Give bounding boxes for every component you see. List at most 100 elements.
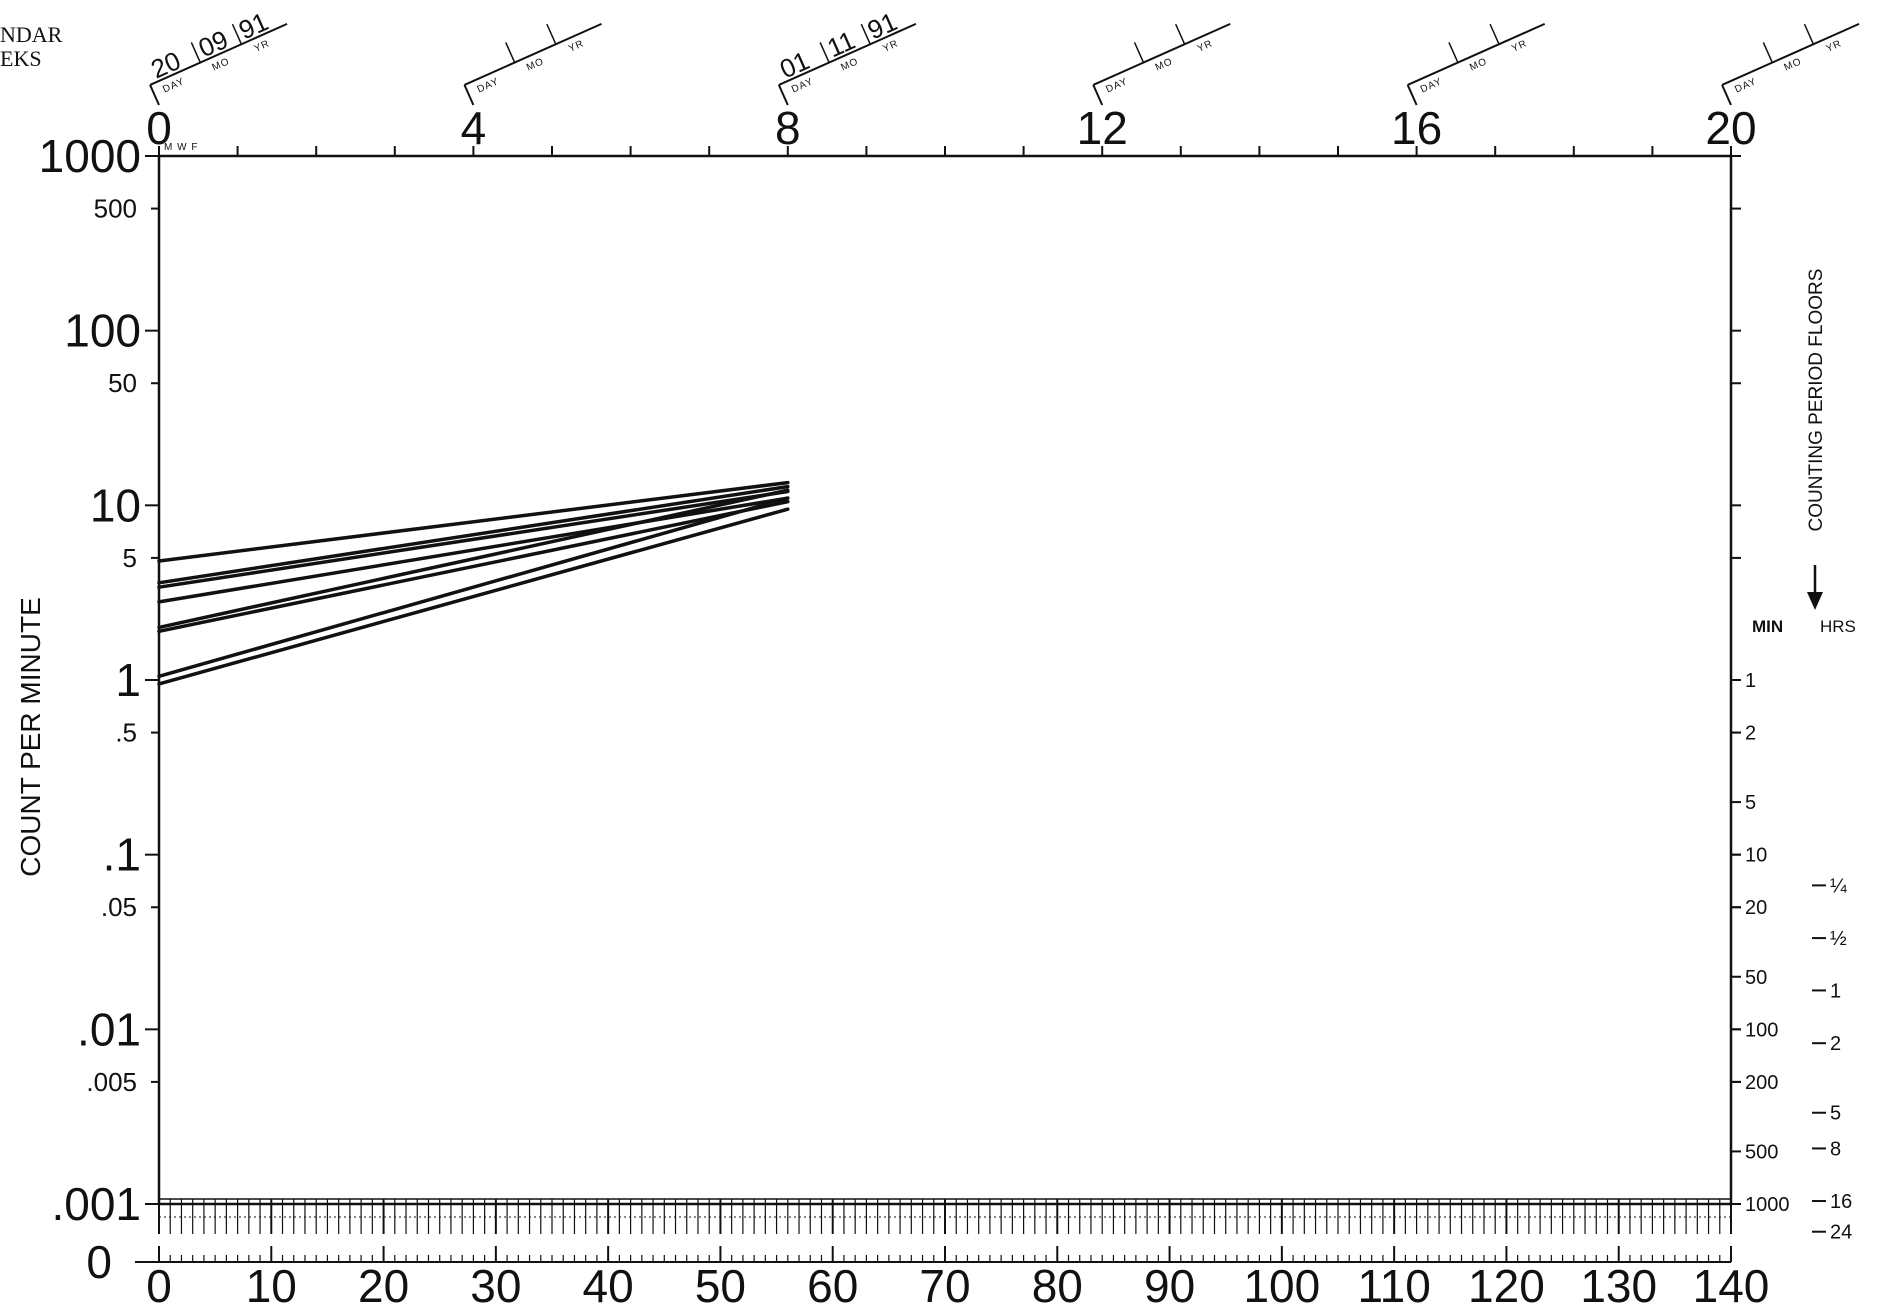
y-tick-label-major: 1 bbox=[115, 654, 141, 706]
date-box-label-yr: YR bbox=[567, 38, 586, 55]
x-tick-label: 120 bbox=[1468, 1260, 1545, 1306]
week-tick-label: 8 bbox=[775, 102, 801, 154]
hrs-label: ¼ bbox=[1830, 875, 1847, 897]
right-axis: 1 2 5 10 20 50 100 200 500 1000 ¼ ½ 1 2 5 8 16 24 bbox=[1731, 670, 1852, 1244]
series-line bbox=[157, 499, 790, 634]
min-label: 100 bbox=[1745, 1019, 1778, 1041]
y-tick-label-major: .1 bbox=[103, 829, 141, 881]
date-box-stem bbox=[149, 84, 160, 106]
series-line bbox=[157, 489, 790, 589]
right-axis-min-header: MIN bbox=[1752, 617, 1783, 636]
date-box-divider bbox=[190, 42, 201, 63]
hrs-label: 2 bbox=[1830, 1033, 1841, 1055]
daily-tick-band bbox=[158, 1198, 1732, 1262]
date-box-divider bbox=[860, 23, 871, 45]
x-tick-label: 70 bbox=[919, 1260, 970, 1306]
min-label: 20 bbox=[1745, 897, 1767, 919]
min-label: 500 bbox=[1745, 1141, 1778, 1163]
date-box-label-yr: YR bbox=[1196, 38, 1215, 55]
date-box-baseline bbox=[1721, 22, 1860, 86]
series-line bbox=[157, 496, 790, 679]
date-box-label-mo: MO bbox=[1468, 56, 1489, 73]
date-box-baseline bbox=[149, 22, 288, 86]
date-box-divider bbox=[1803, 23, 1815, 45]
min-label: 200 bbox=[1745, 1072, 1778, 1094]
right-axis-title: COUNTING PERIOD FLOORS bbox=[1806, 269, 1827, 532]
y-tick-label-major: .01 bbox=[77, 1003, 141, 1055]
date-box-label-yr: YR bbox=[1825, 38, 1844, 55]
x-tick-label: 40 bbox=[583, 1260, 634, 1306]
y-tick-label-major: 1000 bbox=[39, 130, 141, 182]
date-box-baseline bbox=[1092, 22, 1231, 86]
series-line bbox=[157, 484, 790, 585]
right-axis-arrow-head bbox=[1807, 592, 1823, 610]
x-tick-label: 30 bbox=[470, 1260, 521, 1306]
date-box-divider bbox=[1762, 42, 1773, 63]
series-line bbox=[157, 488, 790, 630]
hrs-label: 1 bbox=[1830, 980, 1841, 1002]
date-box-label-mo: MO bbox=[1154, 56, 1175, 73]
hrs-label: 5 bbox=[1830, 1103, 1841, 1125]
date-box-divider bbox=[231, 23, 243, 45]
y-axis-title: COUNT PER MINUTE bbox=[15, 597, 46, 877]
min-label: 2 bbox=[1745, 723, 1756, 745]
date-box-stem bbox=[1406, 84, 1418, 106]
y-tick-label-minor: 5 bbox=[123, 543, 137, 573]
x-tick-label: 20 bbox=[358, 1260, 409, 1306]
series-line bbox=[157, 496, 790, 604]
hrs-label: 8 bbox=[1830, 1138, 1841, 1160]
date-box-label-mo: MO bbox=[525, 56, 546, 73]
series-line bbox=[157, 480, 790, 563]
min-label: 5 bbox=[1745, 792, 1756, 814]
hrs-label: 16 bbox=[1830, 1191, 1852, 1213]
date-box-divider bbox=[546, 23, 557, 45]
week-tick-label: 16 bbox=[1391, 102, 1442, 154]
x-tick-label: 80 bbox=[1032, 1260, 1083, 1306]
date-box-baseline bbox=[1407, 22, 1546, 86]
day-marker-label: M W F bbox=[164, 142, 198, 153]
header-line-2: EKS bbox=[0, 46, 42, 71]
y-tick-label-minor: 50 bbox=[108, 368, 137, 398]
y-tick-label-minor: .05 bbox=[101, 892, 137, 922]
date-box-divider bbox=[1174, 23, 1186, 45]
x-tick-label: 50 bbox=[695, 1260, 746, 1306]
y-tick-label-major: .001 bbox=[51, 1178, 141, 1230]
min-label: 50 bbox=[1745, 967, 1767, 989]
x-tick-label: 140 bbox=[1693, 1260, 1770, 1306]
date-box-stem bbox=[777, 84, 789, 106]
min-label: 1000 bbox=[1745, 1194, 1790, 1216]
x-tick-label: 60 bbox=[807, 1260, 858, 1306]
week-tick-label: 20 bbox=[1705, 102, 1756, 154]
series-layer bbox=[157, 480, 790, 686]
hrs-label: 24 bbox=[1830, 1222, 1852, 1244]
date-box-divider bbox=[1489, 23, 1500, 45]
x-tick-label: 130 bbox=[1580, 1260, 1657, 1306]
y-zero-label: 0 bbox=[86, 1236, 112, 1288]
x-tick-label: 110 bbox=[1357, 1260, 1430, 1306]
date-box-divider bbox=[1133, 42, 1145, 63]
date-box-label-yr: YR bbox=[1510, 38, 1529, 55]
x-tick-label: 0 bbox=[146, 1260, 172, 1306]
week-tick-label: 12 bbox=[1077, 102, 1128, 154]
x-tick-label: 10 bbox=[246, 1260, 297, 1306]
min-label: 10 bbox=[1745, 845, 1767, 867]
y-tick-label-major: 100 bbox=[64, 305, 141, 357]
date-box-baseline bbox=[778, 22, 917, 86]
y-tick-label-minor: 500 bbox=[94, 194, 137, 224]
week-tick-label: 4 bbox=[461, 102, 487, 154]
y-tick-label-minor: .005 bbox=[86, 1067, 137, 1097]
date-box-label-mo: MO bbox=[1783, 56, 1804, 73]
min-label: 1 bbox=[1745, 670, 1756, 692]
header-line-1: NDAR bbox=[0, 22, 63, 47]
right-axis-hrs-header: HRS bbox=[1820, 617, 1856, 636]
hrs-label: ½ bbox=[1830, 928, 1847, 950]
date-box-stem bbox=[1092, 84, 1104, 106]
date-box-stem bbox=[1721, 84, 1732, 106]
week-tick-label: 0 bbox=[146, 102, 172, 154]
x-tick-label: 90 bbox=[1144, 1260, 1195, 1306]
